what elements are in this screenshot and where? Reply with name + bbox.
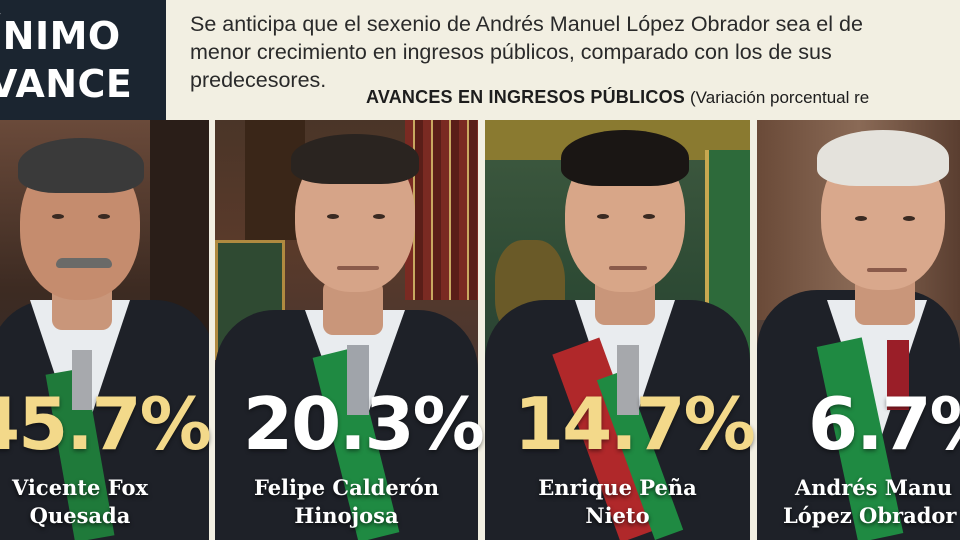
header-title-line-2: VANCE — [0, 62, 133, 106]
name-fox-line-2: Quesada — [29, 503, 131, 528]
portrait-panel-fox — [0, 120, 209, 540]
background-bookshelf — [405, 120, 478, 300]
intro-line-1: Se anticipa que el sexenio de Andrés Man… — [190, 12, 863, 36]
name-pena-nieto-line-1: Enrique Peña — [538, 475, 697, 500]
section-subtitle: AVANCES EN INGRESOS PÚBLICOS (Variación … — [366, 87, 960, 108]
portrait-figure — [215, 120, 478, 540]
portrait-figure — [757, 120, 960, 540]
subtitle-bold: AVANCES EN INGRESOS PÚBLICOS — [366, 87, 685, 107]
name-calderon-line-1: Felipe Calderón — [253, 475, 440, 500]
name-fox: Vicente Fox Quesada — [0, 474, 160, 530]
portrait-figure — [485, 120, 750, 540]
name-calderon-line-2: Hinojosa — [294, 503, 399, 528]
name-fox-line-1: Vicente Fox — [12, 475, 148, 500]
name-calderon: Felipe Calderón Hinojosa — [215, 474, 478, 530]
header-title-line-1: ÍNIMO — [0, 14, 121, 58]
name-pena-nieto-line-2: Nieto — [585, 503, 650, 528]
portrait-panel-calderon — [215, 120, 478, 540]
name-pena-nieto: Enrique Peña Nieto — [485, 474, 750, 530]
name-lopez-obrador: Andrés Manu López Obrador — [775, 474, 960, 530]
value-fox: 45.7% — [0, 382, 212, 466]
portrait-panel-lopez-obrador — [757, 120, 960, 540]
value-lopez-obrador: 6.7% — [808, 382, 960, 466]
intro-line-3: predecesores. — [190, 68, 327, 92]
header-title-block: ÍNIMO VANCE — [0, 0, 166, 120]
intro-line-2: menor crecimiento en ingresos públicos, … — [190, 40, 832, 64]
subtitle-light: (Variación porcentual re — [690, 88, 870, 107]
name-lopez-obrador-line-2: López Obrador — [783, 503, 957, 528]
intro-text: Se anticipa que el sexenio de Andrés Man… — [190, 10, 960, 94]
name-lopez-obrador-line-1: Andrés Manu — [795, 475, 953, 500]
portrait-panel-pena-nieto — [485, 120, 750, 540]
value-pena-nieto: 14.7% — [514, 382, 756, 466]
portrait-figure — [0, 120, 209, 540]
value-calderon: 20.3% — [243, 382, 485, 466]
